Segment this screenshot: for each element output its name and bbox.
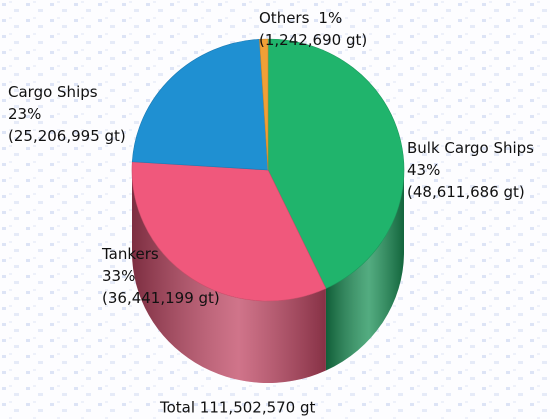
slice [131, 161, 327, 302]
slice-label: Others 1% (1,242,690 gt) [259, 9, 367, 49]
slice [131, 38, 269, 171]
slice-name: Others [259, 9, 310, 27]
total-label: Total 111,502,570 gt [159, 399, 316, 417]
slice [259, 38, 269, 171]
slice-side-shade [132, 170, 326, 383]
slice-label: Bulk Cargo Ships 43% (48,611,686 gt) [407, 139, 534, 201]
slice-percent: 43% [407, 161, 440, 179]
slice-percent: 23% [8, 105, 41, 123]
slice-tonnage: (25,206,995 gt) [8, 127, 126, 145]
slice-label: Tankers 33% (36,441,199 gt) [101, 245, 220, 307]
slice-label: Cargo Ships 23% (25,206,995 gt) [8, 83, 126, 145]
pie [131, 38, 405, 383]
slice-tonnage: (1,242,690 gt) [259, 31, 367, 49]
slice [267, 38, 405, 289]
slice-name: Tankers [101, 245, 159, 263]
slice-tonnage: (36,441,199 gt) [102, 289, 220, 307]
slice-tonnage: (48,611,686 gt) [407, 183, 525, 201]
slice-side-shade [325, 170, 404, 371]
slice-name: Bulk Cargo Ships [407, 139, 534, 157]
slice-percent: 1% [318, 9, 342, 27]
slice-name: Cargo Ships [8, 83, 98, 101]
slice-percent: 33% [102, 267, 135, 285]
